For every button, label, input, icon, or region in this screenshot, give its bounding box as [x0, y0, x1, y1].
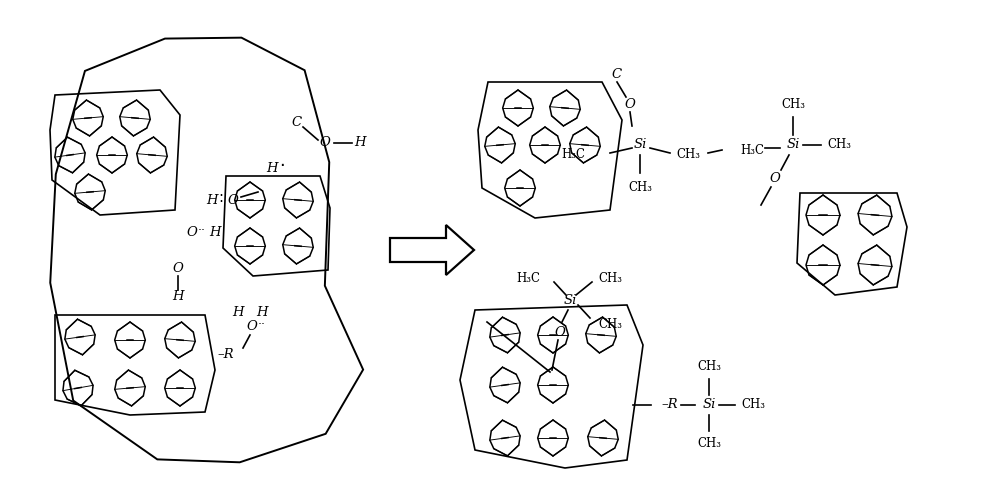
Text: Si: Si — [702, 398, 716, 411]
Text: ·: · — [279, 157, 285, 175]
Text: O: O — [769, 172, 780, 186]
Text: CH₃: CH₃ — [598, 318, 622, 330]
Text: H: H — [210, 226, 221, 239]
Text: Si: Si — [786, 138, 800, 151]
Text: H: H — [266, 162, 278, 174]
Text: Si: Si — [564, 294, 577, 306]
Text: O: O — [625, 98, 636, 110]
Text: H₃C: H₃C — [516, 272, 540, 284]
Text: CH₃: CH₃ — [598, 272, 622, 284]
Text: –R: –R — [218, 348, 234, 362]
Text: CH₃: CH₃ — [781, 98, 805, 111]
Text: CH₃: CH₃ — [676, 148, 700, 162]
Text: –R: –R — [661, 398, 677, 411]
Text: O: O — [227, 194, 238, 206]
Text: H: H — [354, 136, 366, 149]
Text: CH₃: CH₃ — [827, 138, 851, 151]
Text: CH₃: CH₃ — [628, 181, 652, 194]
Text: H: H — [207, 194, 218, 206]
Text: CH₃: CH₃ — [697, 360, 721, 373]
Text: H₃C: H₃C — [740, 144, 764, 156]
Text: O: O — [172, 262, 183, 274]
Text: H: H — [256, 306, 268, 318]
Text: :: : — [219, 190, 224, 206]
Text: O: O — [319, 136, 330, 149]
Text: Si: Si — [633, 138, 647, 151]
Text: ··: ·· — [258, 318, 266, 332]
Text: C: C — [292, 116, 302, 128]
Text: H: H — [232, 306, 243, 318]
Text: O: O — [555, 326, 566, 338]
Text: ··: ·· — [198, 224, 206, 237]
Text: H₃C: H₃C — [561, 148, 585, 162]
Text: C: C — [612, 68, 622, 82]
Polygon shape — [390, 225, 474, 275]
Text: O: O — [187, 226, 198, 239]
Text: CH₃: CH₃ — [697, 437, 721, 450]
Text: H: H — [172, 290, 184, 304]
Text: O: O — [246, 320, 257, 334]
Text: CH₃: CH₃ — [741, 398, 765, 411]
